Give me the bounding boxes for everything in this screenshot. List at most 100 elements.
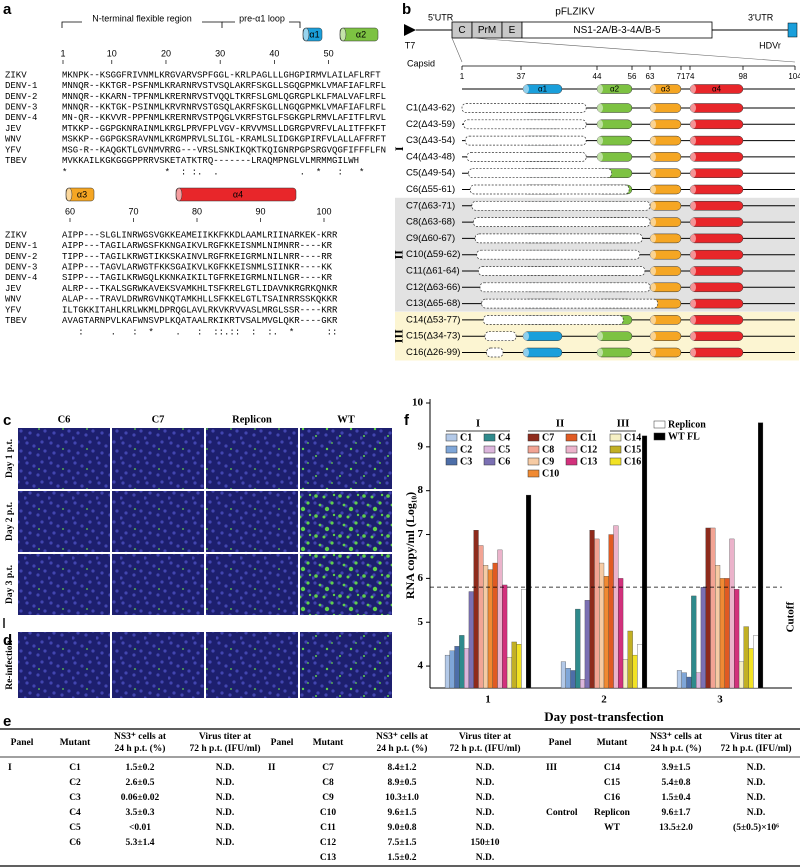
bar (580, 679, 586, 689)
column-header: Replicon (232, 414, 272, 425)
gene-label: NS1-2A/B-3-4A/B-5 (573, 25, 661, 36)
ruler-number: 63 (646, 72, 655, 81)
table-cell: 7.5±1.5 (388, 838, 417, 848)
x-tick-label: 1 (485, 694, 491, 706)
deletion (466, 152, 587, 162)
panel-cell: III (546, 763, 557, 773)
bar (521, 589, 527, 689)
species-name: WNV (5, 135, 22, 145)
table-cell: C10 (320, 808, 337, 818)
ruler-number: 37 (517, 72, 526, 81)
construct-label: C2(Δ43-59) (406, 119, 455, 130)
panel-label: e (3, 713, 11, 730)
helix-cap (650, 201, 656, 211)
sequence: MN-QR--KKVVR-PPFNMLKRERNRVSTPQGLVKRFSTGL… (62, 113, 386, 123)
deletion (464, 135, 587, 146)
bar (715, 565, 721, 689)
micrograph (300, 632, 392, 698)
species-name: ZIKV (5, 70, 27, 80)
legend-label: C10 (542, 468, 559, 479)
ruler-number: 70 (128, 206, 138, 216)
bar (444, 654, 450, 689)
ruler-number: 74 (686, 72, 695, 81)
table-cell: 1.5±0.2 (388, 853, 417, 863)
helix-cap (650, 84, 656, 94)
legend-swatch (483, 457, 496, 466)
header-cell: Mutant (60, 738, 91, 748)
table-cell: 5.3±1.4 (126, 838, 155, 848)
utr-label: 5'UTR (428, 12, 454, 22)
helix-cap (523, 348, 529, 357)
helix-cap (690, 331, 696, 341)
bar (449, 650, 455, 689)
species-name: DENV-1 (5, 81, 37, 91)
row-label: Day 2 p.t. (5, 502, 15, 541)
helix-label: α4 (233, 189, 243, 199)
deletion (474, 233, 643, 244)
ruler-number: 1 (460, 72, 465, 81)
helix-cap (690, 315, 696, 325)
helix-cap (650, 119, 656, 129)
helix-cap (650, 136, 656, 146)
micrograph (206, 428, 298, 489)
bar (691, 595, 697, 689)
deletion (468, 168, 612, 179)
y-tick-label: 9 (418, 440, 424, 452)
legend-swatch (565, 433, 578, 442)
deletion (471, 200, 651, 211)
legend-swatch (609, 445, 622, 454)
header-cell: NS3⁺ cells at (650, 732, 703, 742)
construct-label: C8(Δ63-68) (406, 217, 455, 228)
ruler-number: 60 (65, 206, 75, 216)
micrograph (112, 632, 204, 698)
bar (502, 584, 508, 689)
table-cell: C12 (320, 838, 337, 848)
helix-label: α3 (661, 85, 671, 94)
sequence: ILTGKKITAHLKRLWKMLDPRQGLAVLRKVKRVVASLMRG… (62, 305, 338, 315)
construct-label: C16(Δ26-99) (406, 347, 460, 358)
micrograph (112, 491, 204, 552)
ruler-number: 10 (107, 48, 117, 58)
bar (627, 630, 633, 689)
helix-cap (690, 250, 696, 260)
helix-cap (690, 233, 696, 243)
bar (696, 672, 702, 689)
row-label: Re-infection (5, 639, 15, 689)
helix-cap (650, 348, 656, 357)
helix-cap (597, 152, 603, 162)
sequence: MTKKP--GGPGKNRAINMLKRGLPRVFPLVGV-KRVVMSL… (62, 124, 387, 134)
legend-label: C13 (580, 456, 597, 467)
panel-label: b (402, 1, 411, 18)
bar (700, 587, 706, 689)
bar (608, 534, 614, 689)
table-cell: 5.4±0.8 (662, 778, 691, 788)
table-cell: C2 (69, 778, 81, 788)
bar (492, 562, 498, 689)
bar (506, 657, 512, 689)
helix-label: α1 (309, 29, 319, 39)
helix-cap (690, 168, 696, 178)
header-cell: 24 h p.t. (%) (115, 743, 166, 754)
construct-label: C13(Δ65-68) (406, 298, 460, 309)
legend-swatch (609, 457, 622, 466)
construct-label: C6(Δ55-61) (406, 184, 455, 195)
helix-cap (690, 185, 696, 194)
bar (758, 422, 764, 689)
helix-cap (650, 331, 656, 341)
species-name: YFV (5, 145, 22, 155)
table-cell: N.D. (747, 763, 765, 773)
legend-swatch (609, 433, 622, 442)
bar (565, 668, 571, 689)
panel-cell: I (8, 763, 12, 773)
legend-label: C3 (460, 456, 472, 467)
construct-label: C12(Δ63-66) (406, 282, 460, 293)
bar (575, 608, 581, 689)
ruler-number: 98 (739, 72, 748, 81)
legend-label: C1 (460, 432, 472, 443)
deletion (481, 298, 659, 309)
table-cell: N.D. (216, 778, 234, 788)
row-label: Day 1 p.t. (5, 439, 15, 478)
helix-cap (175, 187, 183, 202)
construct-label: C15(Δ34-73) (406, 331, 460, 342)
table-cell: 8.9±0.5 (388, 778, 417, 788)
